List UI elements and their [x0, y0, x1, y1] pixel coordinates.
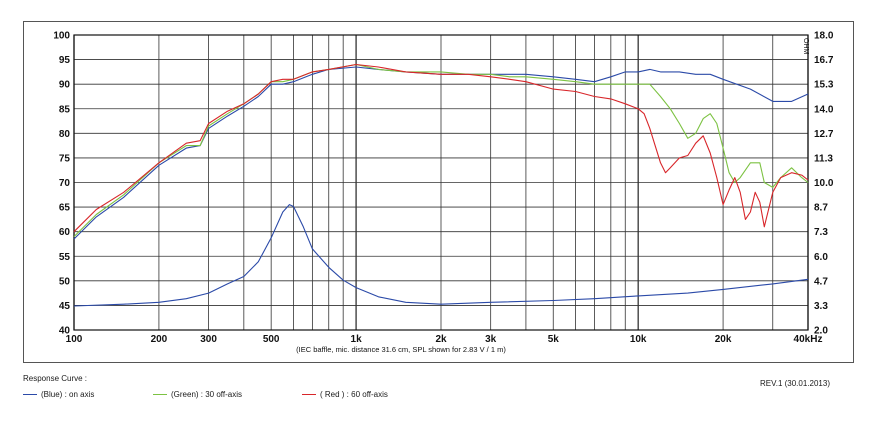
legend-swatch-red [302, 394, 316, 395]
x-tick-label: 20k [715, 334, 732, 345]
y2-tick-label: 2.0 [814, 326, 828, 337]
chart-frame: 40 45 50 55 60 65 70 75 80 85 90 95 100 2.0 3.3 4.7 6.0 7… [23, 21, 854, 363]
legend-swatch-blue [23, 394, 37, 395]
series-line-d8262a [73, 63, 809, 233]
legend-title: Response Curve : [23, 374, 88, 383]
y2-tick-label: 3.3 [814, 301, 828, 312]
legend-label-red: ( Red ) : 60 off-axis [320, 390, 388, 399]
legend-swatch-green [153, 394, 167, 395]
y2-tick-label: 16.7 [814, 55, 834, 66]
legend-item-red: ( Red ) : 60 off-axis [302, 390, 388, 399]
y2-tick-label: 7.3 [814, 227, 828, 238]
y2-tick-label: 18.0 [814, 31, 834, 42]
chart-labels: 40 45 50 55 60 65 70 75 80 85 90 95 100 2.0 3.3 4.7 6.0 7… [53, 31, 834, 355]
y-tick-label: 60 [59, 227, 71, 238]
y-tick-label: 65 [59, 203, 71, 214]
y2-tick-label: 12.7 [814, 129, 834, 140]
y-tick-label: 75 [59, 153, 71, 164]
y2-tick-label: 6.0 [814, 252, 828, 263]
legend-label-blue: (Blue) : on axis [41, 390, 95, 399]
x-tick-label: 3k [485, 334, 497, 345]
legend-label-green: (Green) : 30 off-axis [171, 390, 242, 399]
y2-tick-label: 10.0 [814, 178, 834, 189]
x-axis-caption: (IEC baffle, mic. distance 31.6 cm, SPL … [296, 345, 506, 354]
y2-tick-label: 11.3 [814, 153, 833, 164]
x-tick-label: 2k [435, 334, 447, 345]
x-tick-label: 500 [263, 334, 280, 345]
legend-item-green: (Green) : 30 off-axis [153, 390, 242, 399]
x-tick-label: 200 [151, 334, 168, 345]
x-tick-label: 100 [66, 334, 83, 345]
frequency-response-chart: 40 45 50 55 60 65 70 75 80 85 90 95 100 2.0 3.3 4.7 6.0 7… [53, 31, 834, 355]
y2-unit-label: OHM [802, 38, 809, 55]
y-tick-label: 85 [59, 104, 71, 115]
x-tick-label: 40kHz [794, 334, 823, 345]
y-tick-label: 70 [59, 178, 71, 189]
y2-tick-label: 8.7 [814, 203, 828, 214]
series-line-impedance [73, 204, 809, 307]
y-tick-label: 95 [59, 55, 71, 66]
chart-curves [73, 63, 809, 307]
y2-tick-label: 4.7 [814, 276, 828, 287]
y-tick-label: 100 [53, 31, 70, 42]
x-tick-label: 300 [200, 334, 217, 345]
y-tick-label: 50 [59, 276, 71, 287]
y-tick-label: 80 [59, 129, 71, 140]
x-tick-label: 10k [630, 334, 647, 345]
chart-grid [73, 34, 809, 331]
x-tick-label: 1k [351, 334, 363, 345]
legend-item-blue: (Blue) : on axis [23, 390, 94, 399]
y-tick-label: 40 [59, 326, 71, 337]
y2-tick-label: 14.0 [814, 104, 834, 115]
y-tick-label: 55 [59, 252, 71, 263]
y-tick-label: 90 [59, 80, 71, 91]
x-tick-label: 5k [548, 334, 560, 345]
y2-tick-label: 15.3 [814, 80, 834, 91]
y-tick-label: 45 [59, 301, 71, 312]
revision-label: REV.1 (30.01.2013) [760, 379, 830, 388]
